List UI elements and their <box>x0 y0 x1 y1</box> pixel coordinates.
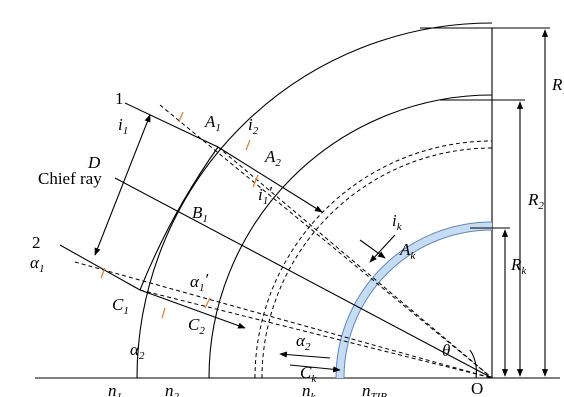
label-sub: 1 <box>123 125 129 137</box>
label-text: n <box>302 381 311 397</box>
label: n2 <box>165 381 180 397</box>
label: Ak <box>399 240 416 262</box>
label-sub: k <box>397 221 403 233</box>
label: α2 <box>296 331 311 353</box>
label: R2 <box>527 190 544 212</box>
label-sub: TIR <box>371 391 388 397</box>
label-sub: 2 <box>275 157 281 169</box>
label: C1 <box>112 295 129 317</box>
label: O <box>471 379 483 397</box>
label-sub: 1 <box>39 263 45 275</box>
label-sub: k <box>311 391 317 397</box>
label-text: i <box>248 115 253 134</box>
label: ik <box>392 211 403 233</box>
label-sub: 1 <box>202 213 208 225</box>
label-text: α <box>296 331 306 350</box>
label: A2 <box>264 147 281 169</box>
label-sub: 1 <box>562 85 564 97</box>
label-text: D <box>87 153 101 172</box>
label: α1 <box>30 253 44 275</box>
label: A1 <box>204 112 221 134</box>
label-text: n <box>108 381 117 397</box>
label: 2 <box>32 233 41 252</box>
label: θ <box>442 341 450 360</box>
label: D <box>87 153 101 172</box>
label-sub: 2 <box>199 325 205 337</box>
label-sub: 2 <box>253 125 259 137</box>
label: 1 <box>115 89 124 108</box>
label: nTIR <box>362 381 387 397</box>
label-text: C <box>188 315 200 334</box>
label-text: C <box>112 295 124 314</box>
label: i2 <box>248 115 259 137</box>
label-text: A <box>204 112 216 131</box>
label-text: C <box>300 363 312 382</box>
label-sub: k <box>410 250 416 262</box>
label-text: R <box>510 255 522 274</box>
label-text: A <box>399 240 411 259</box>
label-text: B <box>192 203 203 222</box>
label: i1′ <box>258 183 272 207</box>
label-sub: k <box>521 265 527 277</box>
label-sub: 2 <box>174 391 180 397</box>
label-sub: 1 <box>117 391 123 397</box>
label-text: n <box>165 381 174 397</box>
label-text: R <box>527 190 539 209</box>
label-text: A <box>264 147 276 166</box>
label: R1 <box>551 75 564 97</box>
label-sub: 1 <box>215 122 221 134</box>
label-text: i <box>118 115 123 134</box>
label: Rk <box>510 255 527 277</box>
label-sub: 1 <box>263 195 269 207</box>
label-text: θ <box>442 341 450 360</box>
label: nk <box>302 381 317 397</box>
label: Chief ray <box>38 169 102 188</box>
label-text: O <box>471 379 483 397</box>
label-sub: 2 <box>538 200 544 212</box>
label: n1 <box>108 381 122 397</box>
label: Ck <box>300 363 317 385</box>
label: α2 <box>130 340 145 362</box>
label-text: 1 <box>115 89 124 108</box>
label-sub: k <box>311 373 317 385</box>
label: B1 <box>192 203 208 225</box>
label: i1 <box>118 115 128 137</box>
label-text: n <box>362 381 371 397</box>
label-sup: ′ <box>204 270 208 289</box>
label-sub: 1 <box>199 282 205 294</box>
label-text: 2 <box>32 233 41 252</box>
label-text: α <box>190 272 200 291</box>
label: C2 <box>188 315 205 337</box>
label-text: α <box>30 253 40 272</box>
label-sub: 2 <box>139 350 145 362</box>
label-sup: ′ <box>268 183 272 202</box>
geometry <box>35 22 560 379</box>
label-sub: 2 <box>305 341 311 353</box>
label-text: α <box>130 340 140 359</box>
label: α1′ <box>190 270 208 294</box>
label-text: i <box>392 211 397 230</box>
label-text: Chief ray <box>38 169 102 188</box>
label-sub: 1 <box>123 305 129 317</box>
label-text: i <box>258 185 263 204</box>
label-text: R <box>551 75 563 94</box>
